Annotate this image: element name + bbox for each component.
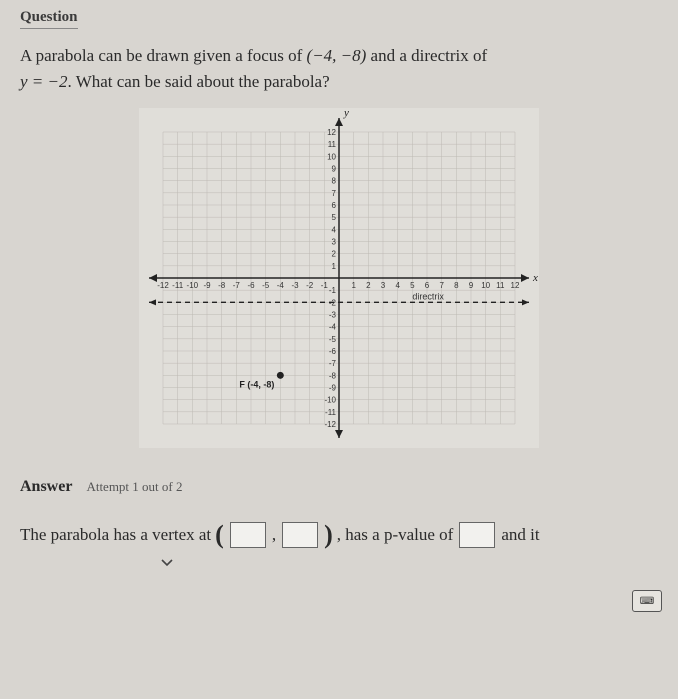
close-paren: ): [324, 522, 333, 548]
svg-text:-6: -6: [329, 347, 337, 356]
q-mid: and a directrix of: [366, 46, 487, 65]
svg-text:5: 5: [332, 213, 337, 222]
svg-text:12: 12: [511, 281, 520, 290]
answer-label: Answer: [20, 478, 72, 496]
svg-text:-9: -9: [203, 281, 211, 290]
svg-text:-7: -7: [329, 359, 337, 368]
p-value-input[interactable]: [459, 522, 495, 548]
vertex-x-input[interactable]: [230, 522, 266, 548]
svg-text:-3: -3: [291, 281, 299, 290]
svg-text:9: 9: [469, 281, 474, 290]
svg-text:-1: -1: [321, 281, 329, 290]
q-focus: (−4, −8): [307, 46, 367, 65]
attempt-text: Attempt 1 out of 2: [86, 479, 182, 495]
q-suffix: . What can be said about the parabola?: [68, 72, 330, 91]
svg-text:-5: -5: [329, 335, 337, 344]
svg-text:-10: -10: [324, 396, 336, 405]
svg-text:-3: -3: [329, 311, 337, 320]
svg-text:6: 6: [332, 201, 337, 210]
svg-text:F (-4, -8): F (-4, -8): [239, 379, 274, 389]
svg-text:-8: -8: [218, 281, 226, 290]
svg-text:directrix: directrix: [412, 291, 444, 301]
fill-prefix: The parabola has a vertex at: [20, 525, 211, 545]
vertex-y-input[interactable]: [282, 522, 318, 548]
svg-text:-2: -2: [306, 281, 314, 290]
svg-text:-10: -10: [187, 281, 199, 290]
svg-text:-12: -12: [157, 281, 169, 290]
svg-text:-8: -8: [329, 371, 337, 380]
svg-text:-4: -4: [329, 323, 337, 332]
question-text: A parabola can be drawn given a focus of…: [20, 43, 640, 94]
svg-text:-11: -11: [325, 408, 337, 417]
keyboard-icon[interactable]: ⌨: [632, 590, 662, 612]
coordinate-graph: -12-11-10-9-8-7-6-5-4-3-2-11234567891011…: [139, 108, 539, 448]
answer-header: Answer Attempt 1 out of 2: [20, 478, 658, 496]
svg-text:3: 3: [381, 281, 386, 290]
graph-container: -12-11-10-9-8-7-6-5-4-3-2-11234567891011…: [20, 108, 658, 448]
svg-text:1: 1: [332, 262, 337, 271]
answer-fill-line: The parabola has a vertex at ( , ) , has…: [20, 522, 658, 548]
svg-text:-6: -6: [247, 281, 255, 290]
svg-text:-11: -11: [172, 281, 184, 290]
fill-suffix: and it: [501, 525, 539, 545]
svg-text:-1: -1: [329, 286, 337, 295]
svg-text:8: 8: [454, 281, 459, 290]
svg-text:-4: -4: [277, 281, 285, 290]
svg-text:4: 4: [332, 225, 337, 234]
q-directrix: y = −2: [20, 72, 68, 91]
fill-mid: , has a p-value of: [337, 525, 454, 545]
svg-text:-9: -9: [329, 384, 337, 393]
svg-text:10: 10: [481, 281, 490, 290]
svg-text:4: 4: [395, 281, 400, 290]
q-prefix: A parabola can be drawn given a focus of: [20, 46, 307, 65]
svg-text:10: 10: [327, 152, 336, 161]
question-label: Question: [20, 9, 78, 29]
svg-text:8: 8: [332, 177, 337, 186]
svg-text:7: 7: [439, 281, 444, 290]
svg-text:-7: -7: [233, 281, 241, 290]
svg-text:6: 6: [425, 281, 430, 290]
svg-text:2: 2: [332, 250, 337, 259]
chevron-down-icon[interactable]: [160, 556, 174, 570]
svg-text:11: 11: [496, 281, 505, 290]
svg-text:x: x: [532, 272, 538, 284]
svg-text:9: 9: [332, 165, 337, 174]
svg-text:-12: -12: [324, 420, 336, 429]
svg-text:5: 5: [410, 281, 415, 290]
svg-text:1: 1: [351, 281, 356, 290]
open-paren: (: [215, 522, 224, 548]
svg-text:-5: -5: [262, 281, 270, 290]
svg-text:7: 7: [332, 189, 337, 198]
svg-text:y: y: [343, 108, 349, 119]
comma: ,: [272, 525, 276, 545]
svg-text:12: 12: [327, 128, 336, 137]
svg-text:2: 2: [366, 281, 371, 290]
svg-text:3: 3: [332, 238, 337, 247]
svg-text:11: 11: [328, 140, 337, 149]
